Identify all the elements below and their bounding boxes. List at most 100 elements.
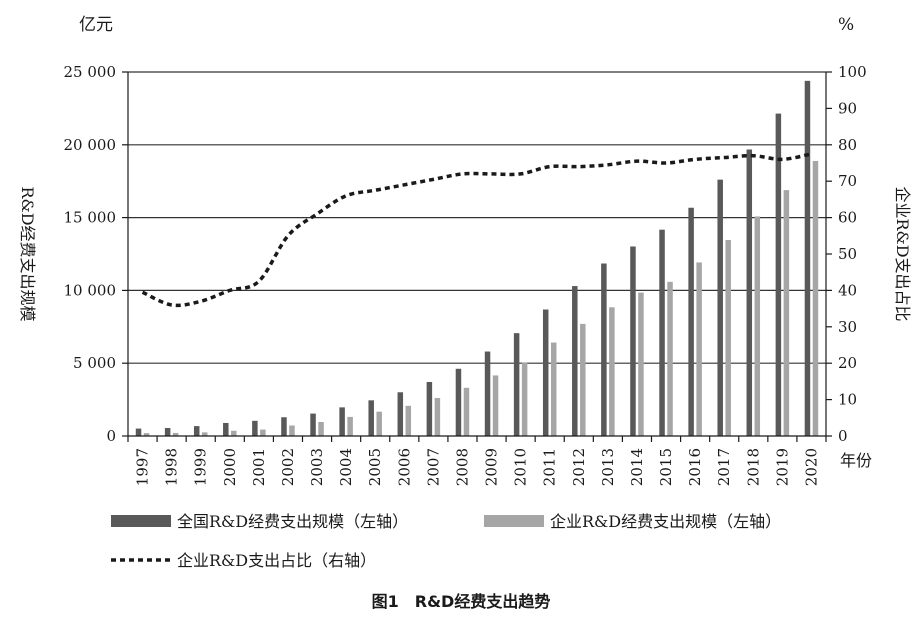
left-tick-label: 20 000 xyxy=(64,136,117,154)
x-axis-title: 年份 xyxy=(840,451,872,470)
left-tick-label: 25 000 xyxy=(64,63,117,81)
bar-national-2007 xyxy=(426,381,433,436)
right-tick-label: 10 xyxy=(838,391,857,409)
x-tick-label-2000: 2000 xyxy=(221,448,239,486)
legend-label-national: 全国R&D经费支出规模（左轴） xyxy=(177,512,408,531)
right-tick-label: 50 xyxy=(838,245,857,263)
bar-national-2005 xyxy=(368,400,374,436)
x-tick-label-2014: 2014 xyxy=(628,448,646,486)
axes xyxy=(122,71,832,442)
legend-label-share: 企业R&D支出占比（右轴） xyxy=(177,551,376,570)
bar-national-1998 xyxy=(164,427,171,436)
bar-national-1997 xyxy=(135,428,142,436)
bars xyxy=(135,80,819,436)
bar-enterprise-2000 xyxy=(231,430,237,436)
bar-enterprise-2007 xyxy=(434,397,441,436)
x-tick-label-2005: 2005 xyxy=(366,448,384,486)
x-tick-label-2013: 2013 xyxy=(599,448,617,486)
gridlines xyxy=(128,71,826,364)
tick-labels: 0 5 000 10 000 15 000 20 000 25 000 0 10 20 30 40 5… xyxy=(64,63,867,486)
x-tick-label-2008: 2008 xyxy=(453,448,471,486)
bar-enterprise-2003 xyxy=(318,422,324,436)
legend-label-enterprise: 企业R&D经费支出规模（左轴） xyxy=(550,512,781,531)
x-tick-label-2011: 2011 xyxy=(541,448,559,486)
bar-national-2013 xyxy=(601,263,607,436)
bar-national-1999 xyxy=(193,426,200,436)
left-tick-label: 0 xyxy=(106,427,116,445)
right-tick-label: 20 xyxy=(838,354,857,372)
bar-enterprise-2015 xyxy=(667,281,673,436)
bar-national-2015 xyxy=(659,229,665,436)
x-tick-label-2010: 2010 xyxy=(512,448,530,486)
bar-enterprise-2005 xyxy=(376,411,382,436)
right-tick-label: 30 xyxy=(838,318,857,336)
bar-enterprise-2019 xyxy=(783,190,790,436)
x-tick-label-1997: 1997 xyxy=(134,448,152,486)
x-tick-label-2012: 2012 xyxy=(570,448,588,486)
x-tick-label-2016: 2016 xyxy=(686,448,704,486)
right-tick-label: 60 xyxy=(838,209,857,227)
line-enterprise-share xyxy=(141,152,812,308)
x-tick-label-2003: 2003 xyxy=(308,448,326,486)
bar-national-2014 xyxy=(630,246,636,436)
bar-enterprise-2014 xyxy=(638,292,644,436)
bar-enterprise-2012 xyxy=(580,323,586,436)
bar-enterprise-1999 xyxy=(201,432,208,436)
bar-enterprise-1998 xyxy=(172,432,179,436)
bar-national-2003 xyxy=(310,413,316,436)
bar-enterprise-2018 xyxy=(754,216,761,436)
x-tick-label-2004: 2004 xyxy=(337,448,355,486)
left-tick-label: 10 000 xyxy=(64,281,117,299)
left-axis-title: R&D经费支出规模 xyxy=(18,186,37,321)
bar-national-2017 xyxy=(717,179,723,436)
bar-enterprise-2009 xyxy=(492,375,499,436)
bar-national-2018 xyxy=(746,149,753,436)
x-tick-label-2015: 2015 xyxy=(657,448,675,486)
x-tick-label-1998: 1998 xyxy=(163,448,181,486)
bar-national-2019 xyxy=(775,113,782,436)
bar-national-2012 xyxy=(572,286,578,436)
share-line xyxy=(141,152,812,308)
bar-national-2016 xyxy=(688,207,694,436)
left-tick-label: 5 000 xyxy=(73,354,116,372)
x-tick-label-2006: 2006 xyxy=(395,448,413,486)
bar-national-2010 xyxy=(513,333,520,436)
x-tick-label-1999: 1999 xyxy=(192,448,210,486)
bar-enterprise-2008 xyxy=(463,387,470,436)
bar-national-2006 xyxy=(397,392,404,436)
bar-enterprise-2010 xyxy=(521,362,528,436)
bar-enterprise-1997 xyxy=(143,433,150,436)
bar-national-2002 xyxy=(281,417,287,436)
bar-enterprise-2013 xyxy=(609,307,615,436)
x-tick-label-2002: 2002 xyxy=(279,448,297,486)
right-tick-label: 90 xyxy=(838,99,857,117)
bar-national-2009 xyxy=(484,351,491,436)
bar-national-2001 xyxy=(252,420,258,436)
right-axis-title: 企业R&D支出占比 xyxy=(893,186,912,321)
right-tick-label: 100 xyxy=(838,63,867,81)
bar-enterprise-2017 xyxy=(725,240,731,436)
right-tick-label: 0 xyxy=(838,427,848,445)
x-tick-label-2001: 2001 xyxy=(250,448,268,486)
legend-swatch-national xyxy=(111,515,171,527)
right-tick-label: 70 xyxy=(838,172,857,190)
bar-enterprise-2006 xyxy=(405,405,412,436)
bar-enterprise-2020 xyxy=(812,160,819,436)
bar-national-2020 xyxy=(804,80,811,436)
chart-caption: 图1 R&D经费支出趋势 xyxy=(372,592,551,611)
x-tick-label-2007: 2007 xyxy=(424,448,442,486)
bar-enterprise-2001 xyxy=(260,429,266,436)
left-tick-label: 15 000 xyxy=(64,209,117,227)
legend: 全国R&D经费支出规模（左轴） 企业R&D经费支出规模（左轴） 企业R&D支出占… xyxy=(111,512,781,570)
x-tick-label-2018: 2018 xyxy=(744,448,762,486)
bar-national-2011 xyxy=(542,309,549,436)
bar-national-2000 xyxy=(223,422,229,436)
bar-enterprise-2002 xyxy=(289,425,295,436)
bar-enterprise-2004 xyxy=(347,416,353,436)
legend-swatch-enterprise xyxy=(484,515,544,527)
right-tick-label: 40 xyxy=(838,281,857,299)
bar-enterprise-2011 xyxy=(550,342,557,436)
right-tick-label: 80 xyxy=(838,136,857,154)
x-tick-label-2009: 2009 xyxy=(483,448,501,486)
